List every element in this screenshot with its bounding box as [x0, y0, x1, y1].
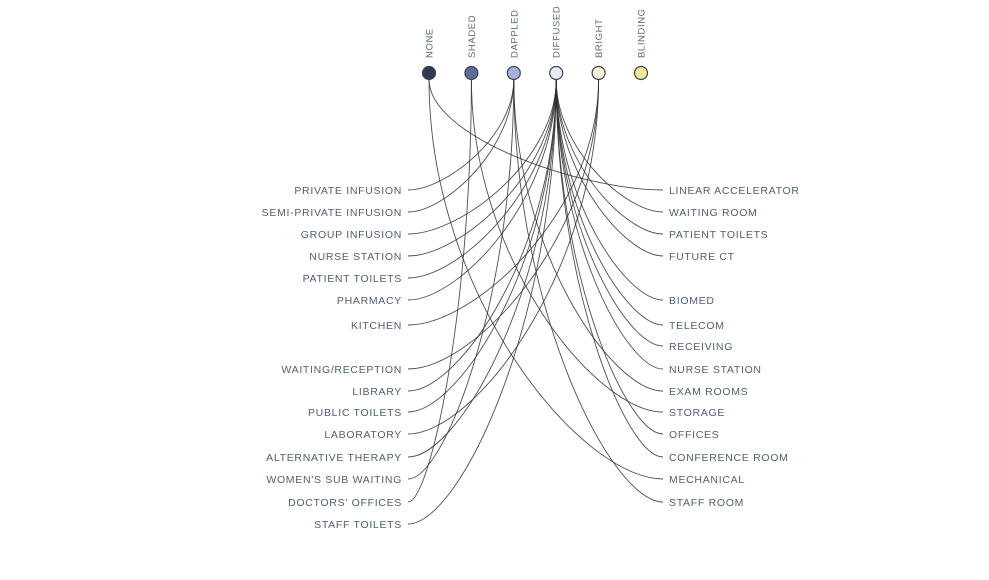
right-space-labels: LINEAR ACCELERATOR WAITING ROOM PATIENT TO… — [669, 185, 800, 509]
level-node-dappled — [506, 65, 521, 81]
link-left-patient-toilets — [407, 79, 557, 279]
link-left-waiting-reception — [407, 79, 600, 370]
link-left-laboratory — [407, 79, 600, 435]
left-space-kitchen: KITCHEN — [351, 320, 402, 332]
link-left-alternative-therapy — [407, 79, 557, 458]
link-right-nurse-station — [555, 79, 664, 370]
link-right-staff-room — [513, 79, 664, 503]
link-right-biomed — [555, 79, 664, 301]
right-space-receiving: RECEIVING — [669, 341, 733, 353]
link-right-future-ct — [555, 79, 664, 257]
left-space-pharmacy: PHARMACY — [337, 295, 402, 307]
left-space-library: LIBRARY — [352, 386, 402, 398]
left-space-nurse-station: NURSE STATION — [309, 251, 402, 263]
light-level-nodes — [421, 65, 649, 81]
link-right-patient-toilets — [555, 79, 664, 235]
level-label-diffused: DIFFUSED — [552, 6, 563, 58]
link-left-kitchen — [407, 79, 600, 326]
level-label-shaded: SHADED — [467, 15, 478, 58]
right-space-waiting-room: WAITING ROOM — [669, 207, 758, 219]
left-space-public-toilets: PUBLIC TOILETS — [308, 407, 402, 419]
right-space-mechanical: MECHANICAL — [669, 474, 745, 486]
level-node-shaded — [464, 65, 479, 81]
left-space-staff-toilets: STAFF TOILETS — [314, 519, 402, 531]
level-node-diffused — [549, 65, 564, 81]
link-right-offices — [555, 79, 664, 435]
right-space-conference-room: CONFERENCE ROOM — [669, 452, 789, 464]
level-label-bright: BRIGHT — [594, 19, 605, 59]
link-left-women-s-sub-waiting — [407, 79, 515, 480]
right-space-nurse-station: NURSE STATION — [669, 364, 762, 376]
level-node-blinding — [633, 65, 649, 81]
right-space-staff-room: STAFF ROOM — [669, 497, 744, 509]
level-label-none: NONE — [425, 28, 436, 58]
right-space-storage: STORAGE — [669, 407, 725, 419]
level-label-dappled: DAPPLED — [509, 9, 520, 58]
left-space-doctors-offices: DOCTORS' OFFICES — [288, 497, 402, 509]
link-left-public-toilets — [407, 79, 557, 413]
link-left-nurse-station — [407, 79, 557, 257]
link-right-telecom — [555, 79, 664, 326]
link-right-waiting-room — [555, 79, 664, 213]
left-space-group-infusion: GROUP INFUSION — [301, 229, 402, 241]
level-node-none — [421, 65, 437, 81]
link-right-mechanical — [428, 79, 664, 480]
link-left-doctors-offices — [407, 79, 472, 503]
link-right-storage — [470, 79, 664, 413]
link-right-linear-accelerator — [428, 79, 664, 191]
connection-links — [407, 79, 664, 525]
level-label-blinding: BLINDING — [637, 8, 648, 58]
left-space-women-s-sub-waiting: WOMEN'S SUB WAITING — [266, 474, 402, 486]
link-left-private-infusion — [407, 79, 515, 191]
link-right-receiving — [555, 79, 664, 347]
link-left-library — [407, 79, 557, 392]
right-space-linear-accelerator: LINEAR ACCELERATOR — [669, 185, 800, 197]
right-space-future-ct: FUTURE CT — [669, 251, 735, 263]
right-space-patient-toilets: PATIENT TOILETS — [669, 229, 768, 241]
left-space-waiting-reception: WAITING/RECEPTION — [281, 364, 402, 376]
level-node-bright — [591, 65, 606, 81]
left-space-laboratory: LABORATORY — [324, 429, 402, 441]
link-right-exam-rooms — [513, 79, 664, 392]
left-space-alternative-therapy: ALTERNATIVE THERAPY — [266, 452, 402, 464]
link-left-semi-private-infusion — [407, 79, 515, 213]
light-level-labels: NONE SHADED DAPPLED DIFFUSED BRIGHT BLINDING — [425, 6, 648, 58]
right-space-biomed: BIOMED — [669, 295, 715, 307]
link-right-conference-room — [555, 79, 664, 458]
right-space-exam-rooms: EXAM ROOMS — [669, 386, 748, 398]
right-space-telecom: TELECOM — [669, 320, 725, 332]
left-space-labels: PRIVATE INFUSION SEMI-PRIVATE INFUSION GRO… — [262, 185, 402, 531]
link-left-staff-toilets — [407, 79, 557, 525]
link-left-group-infusion — [407, 79, 557, 235]
right-space-offices: OFFICES — [669, 429, 719, 441]
left-space-semi-private-infusion: SEMI-PRIVATE INFUSION — [262, 207, 402, 219]
left-space-private-infusion: PRIVATE INFUSION — [294, 185, 402, 197]
left-space-patient-toilets: PATIENT TOILETS — [303, 273, 402, 285]
